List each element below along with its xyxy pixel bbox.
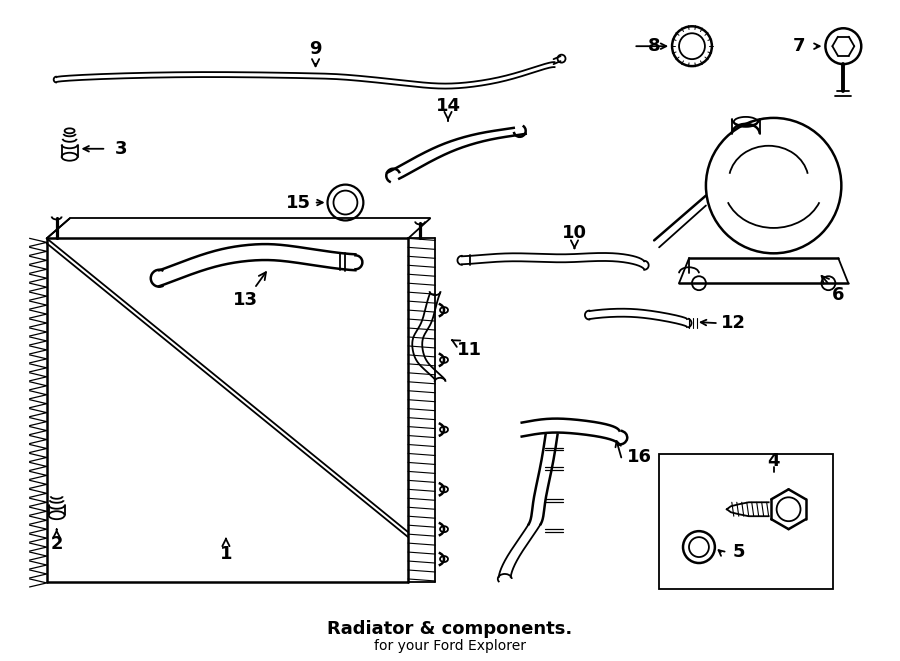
Text: 7: 7 (792, 37, 805, 56)
Text: 1: 1 (220, 539, 232, 563)
Text: 8: 8 (648, 37, 661, 56)
Bar (659, 455, 833, 589)
Text: 11: 11 (452, 340, 482, 359)
Text: 2: 2 (50, 529, 63, 553)
Text: 14: 14 (436, 97, 461, 120)
Text: 9: 9 (310, 40, 322, 66)
Text: 16: 16 (626, 448, 652, 467)
Text: 6: 6 (822, 276, 844, 304)
Text: 5: 5 (733, 543, 745, 561)
Text: for your Ford Explorer: for your Ford Explorer (374, 639, 526, 652)
Text: 10: 10 (562, 225, 587, 249)
Text: Radiator & components.: Radiator & components. (328, 620, 572, 638)
Text: 4: 4 (768, 452, 780, 471)
Text: 3: 3 (115, 139, 128, 158)
Text: 13: 13 (233, 272, 266, 309)
Text: 12: 12 (721, 314, 746, 332)
Text: 15: 15 (286, 194, 311, 212)
